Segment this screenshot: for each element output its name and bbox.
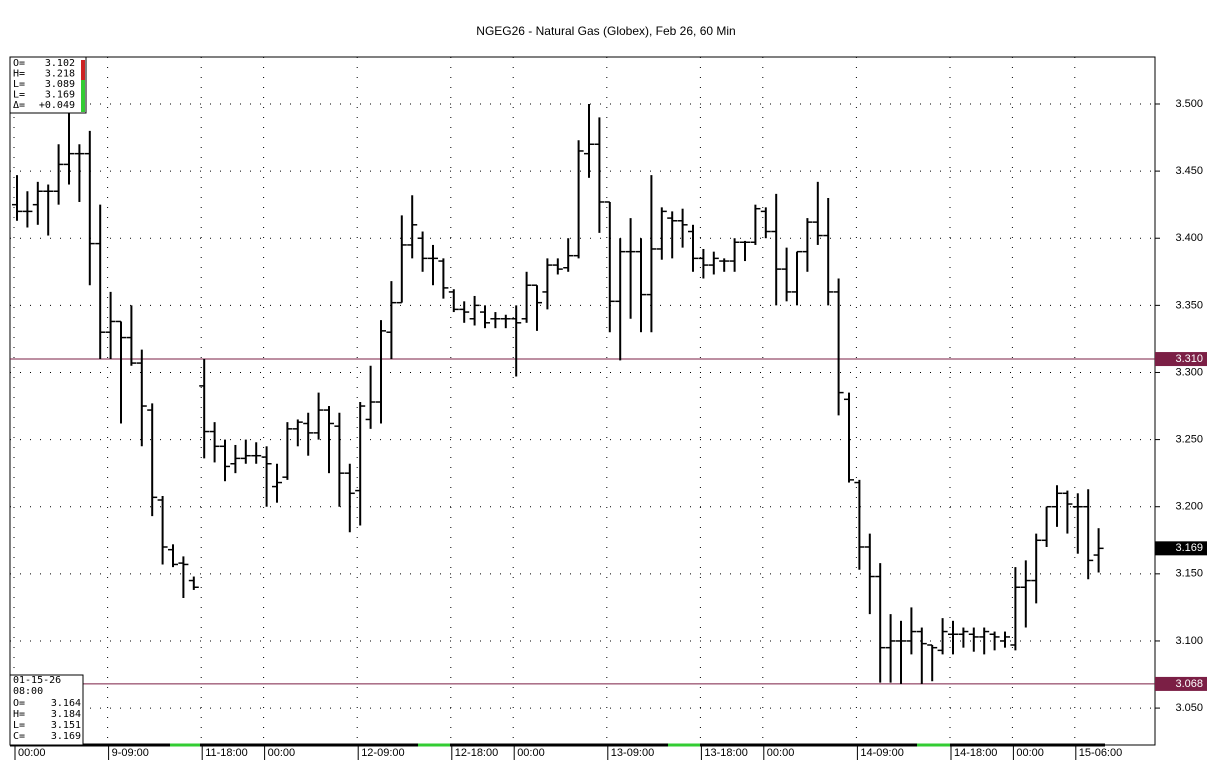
price-tag bbox=[1155, 352, 1207, 367]
indicator bbox=[81, 60, 85, 80]
data-window-label: Δ= bbox=[13, 100, 25, 111]
x-tick-label: 13-18:00 bbox=[704, 747, 747, 759]
indicator bbox=[81, 80, 85, 112]
data-window-label: L= bbox=[13, 79, 25, 90]
data-window-value: 3.218 bbox=[45, 69, 75, 80]
x-tick-label: 00:00 bbox=[18, 747, 46, 759]
x-tick-label: 00:00 bbox=[1016, 747, 1044, 759]
cursor-field-label: C= bbox=[13, 731, 25, 742]
x-tick-label: 9-09:00 bbox=[112, 747, 149, 759]
cursor-field-value: 3.164 bbox=[51, 698, 81, 709]
last-price-label: 3.169 bbox=[1175, 542, 1203, 554]
data-window-label: O= bbox=[13, 58, 25, 69]
x-tick-label: 15-06:00 bbox=[1079, 747, 1122, 759]
x-tick-label: 12-18:00 bbox=[455, 747, 498, 759]
x-tick-label: 00:00 bbox=[268, 747, 296, 759]
x-tick-label: 14-09:00 bbox=[860, 747, 903, 759]
price-tag bbox=[1155, 676, 1207, 691]
y-tick-label: 3.300 bbox=[1175, 366, 1203, 378]
y-tick-label: 3.450 bbox=[1175, 165, 1203, 177]
data-window-value: 3.102 bbox=[45, 58, 75, 69]
data-window-value: +0.049 bbox=[39, 100, 75, 111]
x-tick-label: 12-09:00 bbox=[361, 747, 404, 759]
y-tick-label: 3.150 bbox=[1175, 568, 1203, 580]
chart-title: NGEG26 - Natural Gas (Globex), Feb 26, 6… bbox=[476, 24, 735, 38]
x-tick-label: 11-18:00 bbox=[205, 747, 248, 759]
data-window-value: 3.169 bbox=[45, 90, 75, 101]
x-tick-label: 14-18:00 bbox=[954, 747, 997, 759]
y-tick-label: 3.350 bbox=[1175, 299, 1203, 311]
data-window-label: H= bbox=[13, 69, 25, 80]
price-tag-label: 3.068 bbox=[1175, 678, 1203, 690]
y-tick-label: 3.100 bbox=[1175, 635, 1203, 647]
x-tick-label: 00:00 bbox=[517, 747, 545, 759]
x-tick-label: 13-09:00 bbox=[611, 747, 654, 759]
cursor-info bbox=[9, 674, 84, 746]
cursor-field-value: 3.169 bbox=[51, 731, 81, 742]
data-window-label: L= bbox=[13, 90, 25, 101]
cursor-date: 01-15-26 bbox=[13, 675, 61, 686]
data-window bbox=[9, 56, 87, 114]
x-tick-label: 00:00 bbox=[767, 747, 795, 759]
last-price-tag bbox=[1155, 541, 1207, 556]
cursor-time: 08:00 bbox=[13, 686, 43, 697]
cursor-field-label: L= bbox=[13, 720, 25, 731]
data-window-value: 3.089 bbox=[45, 79, 75, 90]
y-tick-label: 3.500 bbox=[1175, 98, 1203, 110]
cursor-field-value: 3.151 bbox=[51, 720, 81, 731]
price-tag-label: 3.310 bbox=[1175, 353, 1203, 365]
y-tick-label: 3.050 bbox=[1175, 702, 1203, 714]
y-tick-label: 3.250 bbox=[1175, 434, 1203, 446]
cursor-field-label: H= bbox=[13, 709, 25, 720]
y-tick-label: 3.200 bbox=[1175, 501, 1203, 513]
cursor-field-label: O= bbox=[13, 698, 25, 709]
y-tick-label: 3.400 bbox=[1175, 232, 1203, 244]
cursor-field-value: 3.184 bbox=[51, 709, 81, 720]
